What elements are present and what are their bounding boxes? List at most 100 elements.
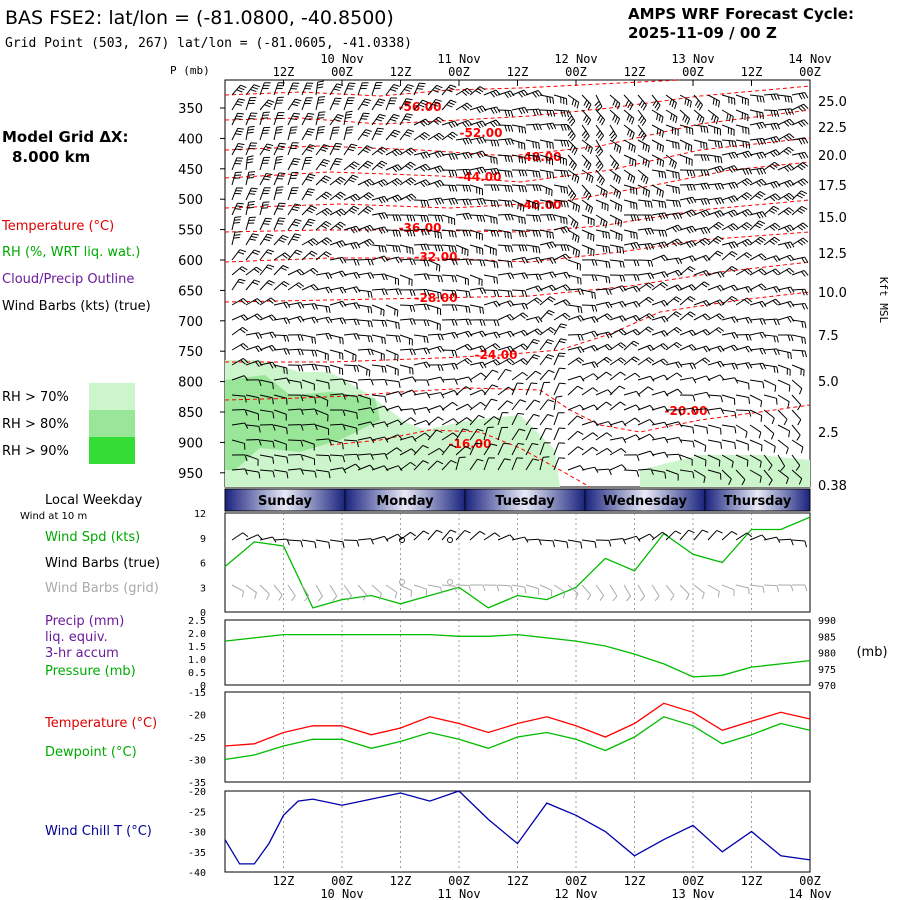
barb-shaft	[665, 139, 679, 144]
barb-feather	[627, 173, 631, 181]
barb-feather	[454, 350, 458, 357]
barb-feather	[276, 117, 283, 119]
barb-shaft	[595, 124, 604, 136]
wind-barb	[525, 458, 540, 471]
barb-feather	[311, 250, 318, 255]
barb-feather	[465, 291, 468, 298]
barb-feather	[585, 192, 590, 199]
barb-feather	[661, 131, 664, 138]
wind-barb	[399, 98, 413, 111]
wind-barb	[385, 379, 401, 388]
barb-feather	[550, 326, 556, 332]
barb-feather	[636, 391, 641, 397]
barb-feather	[572, 164, 577, 171]
barb-feather	[476, 232, 478, 239]
barb-feather	[262, 87, 269, 90]
barb-feather	[493, 230, 497, 237]
barb-feather	[742, 126, 744, 134]
barb-feather	[348, 179, 355, 183]
barb-feather	[798, 478, 803, 485]
barb-feather	[306, 209, 313, 214]
barb-shaft	[637, 296, 649, 306]
barb-feather	[384, 246, 387, 253]
wind-barb	[637, 139, 650, 153]
barb-feather	[704, 357, 711, 363]
barb-feather	[356, 454, 360, 461]
wind-barb	[525, 382, 538, 396]
barb-feather	[408, 195, 414, 201]
barb-shaft	[665, 584, 675, 596]
wind-barb	[343, 539, 360, 547]
barb-shaft	[791, 119, 805, 126]
barb-feather	[636, 454, 640, 462]
barb-feather	[409, 367, 411, 374]
barb-feather	[619, 401, 626, 406]
barb-shaft	[637, 139, 650, 147]
wind-barb	[539, 584, 553, 597]
wind-barb	[371, 379, 388, 386]
wind-barb	[609, 328, 627, 336]
wind-barb	[595, 184, 608, 198]
barb-feather	[356, 365, 360, 372]
barb-feather	[250, 190, 257, 193]
barb-shaft	[329, 286, 343, 291]
wind-barb	[567, 169, 580, 184]
wind-barb	[679, 584, 690, 601]
barb-feather	[717, 141, 720, 148]
barb-feather	[294, 251, 301, 256]
barb-shaft	[609, 259, 623, 262]
barb-feather	[407, 129, 414, 133]
barb-shaft	[609, 584, 618, 597]
barb-shaft	[301, 82, 308, 96]
wind-barb	[413, 379, 430, 387]
barb-feather	[711, 114, 715, 121]
barb-shaft	[301, 267, 314, 276]
wind-barb	[791, 222, 809, 231]
barb-shaft	[735, 94, 749, 100]
barb-feather	[237, 202, 244, 205]
wind-barb	[791, 469, 803, 485]
barb-feather	[248, 171, 256, 173]
wind-barb	[777, 394, 790, 408]
barb-shaft	[441, 444, 451, 456]
barb-shaft	[567, 244, 580, 252]
barb-feather	[566, 541, 569, 549]
barb-shaft	[315, 127, 320, 141]
barb-feather	[365, 162, 372, 167]
barb-shaft	[287, 379, 301, 383]
barb-feather	[349, 146, 356, 149]
barb-feather	[692, 170, 696, 177]
barb-feather	[339, 221, 346, 226]
barb-feather	[412, 248, 414, 255]
barb-feather	[577, 415, 584, 420]
barb-feather	[478, 278, 480, 285]
barb-feather	[436, 429, 443, 433]
barb-feather	[285, 414, 287, 421]
barb-shaft	[609, 420, 623, 426]
barb-feather	[378, 98, 386, 102]
barb-shaft	[539, 414, 549, 426]
pressure-panel-y-tick-label: 1.0	[188, 655, 206, 666]
barb-feather	[717, 198, 722, 205]
wind-barb	[749, 424, 762, 439]
barb-shaft	[273, 234, 284, 246]
barb-shaft	[581, 584, 592, 595]
barb-feather	[366, 145, 373, 149]
barb-feather	[562, 591, 566, 599]
barb-feather	[395, 335, 398, 343]
barb-feather	[314, 471, 317, 478]
barb-feather	[395, 322, 397, 329]
wind-barb	[539, 109, 556, 117]
wind-barb	[329, 423, 346, 431]
barb-shaft	[539, 584, 553, 591]
barb-feather	[585, 173, 589, 180]
barb-feather	[717, 128, 719, 135]
wind-barb	[245, 534, 263, 541]
barb-shaft	[245, 249, 255, 261]
wind-barb	[791, 205, 808, 216]
barb-shaft	[511, 154, 525, 158]
wind-barb	[539, 413, 554, 426]
wind-barb	[567, 288, 584, 296]
barb-feather	[728, 478, 732, 485]
wind-barb	[399, 531, 416, 541]
